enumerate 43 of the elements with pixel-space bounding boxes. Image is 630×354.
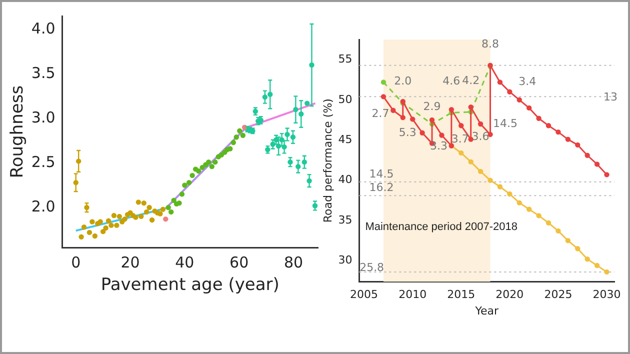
annotation: 14.5 bbox=[493, 116, 518, 130]
annotation: 8.8 bbox=[482, 37, 500, 50]
annotation: 16.2 bbox=[369, 181, 394, 194]
y-axis-title: Roughness bbox=[8, 85, 28, 178]
annotation: 3.4 bbox=[518, 74, 536, 88]
band-label: Maintenance period 2007-2018 bbox=[365, 221, 518, 234]
x-tick-label: 2005 bbox=[350, 288, 378, 302]
y-tick-label: 45 bbox=[338, 132, 352, 146]
annotation: 25.8 bbox=[360, 260, 384, 274]
y-tick-label: 35 bbox=[338, 213, 352, 226]
x-tick-label: 2020 bbox=[496, 288, 524, 302]
x-tick-label: 2030 bbox=[592, 288, 621, 302]
x-tick-label: 2010 bbox=[398, 288, 427, 302]
y-axis-title: Road performance (%) bbox=[321, 98, 334, 223]
annotation: 3.6 bbox=[472, 130, 490, 143]
y-tick-label: 4.0 bbox=[31, 19, 56, 38]
y-tick-label: 3.5 bbox=[31, 64, 56, 82]
annotation: 2.0 bbox=[394, 74, 412, 88]
x-tick-label: 40 bbox=[175, 253, 194, 272]
y-tick-label: 3.0 bbox=[31, 108, 56, 126]
x-axis-title: Pavement age (year) bbox=[100, 275, 280, 296]
annotation: 3.7 bbox=[451, 132, 469, 146]
y-tick-label: 50 bbox=[338, 92, 352, 106]
annotation: 4.6 bbox=[442, 74, 460, 88]
annotation: 4.2 bbox=[462, 74, 480, 87]
y-tick-label: 30 bbox=[338, 254, 352, 267]
x-axis-title: Year bbox=[474, 304, 499, 318]
y-tick-label: 55 bbox=[338, 52, 352, 66]
annotation: 3.3 bbox=[430, 139, 448, 152]
annotation: 2.7 bbox=[372, 107, 390, 120]
y-tick-label: 2.5 bbox=[31, 152, 56, 171]
x-tick-label: 80 bbox=[284, 253, 304, 272]
annotation: 5.3 bbox=[398, 126, 416, 140]
annotation: 2.9 bbox=[423, 100, 441, 113]
annotation: 14.5 bbox=[369, 168, 394, 181]
x-tick-label: 0 bbox=[71, 253, 81, 272]
x-tick-label: 60 bbox=[230, 253, 249, 272]
x-tick-label: 20 bbox=[120, 253, 140, 272]
y-tick-label: 40 bbox=[338, 173, 352, 186]
x-tick-label: 2025 bbox=[544, 288, 572, 302]
y-tick-label: 2.0 bbox=[31, 197, 56, 216]
annotation: 13 bbox=[604, 90, 618, 104]
x-tick-label: 2015 bbox=[447, 288, 476, 302]
